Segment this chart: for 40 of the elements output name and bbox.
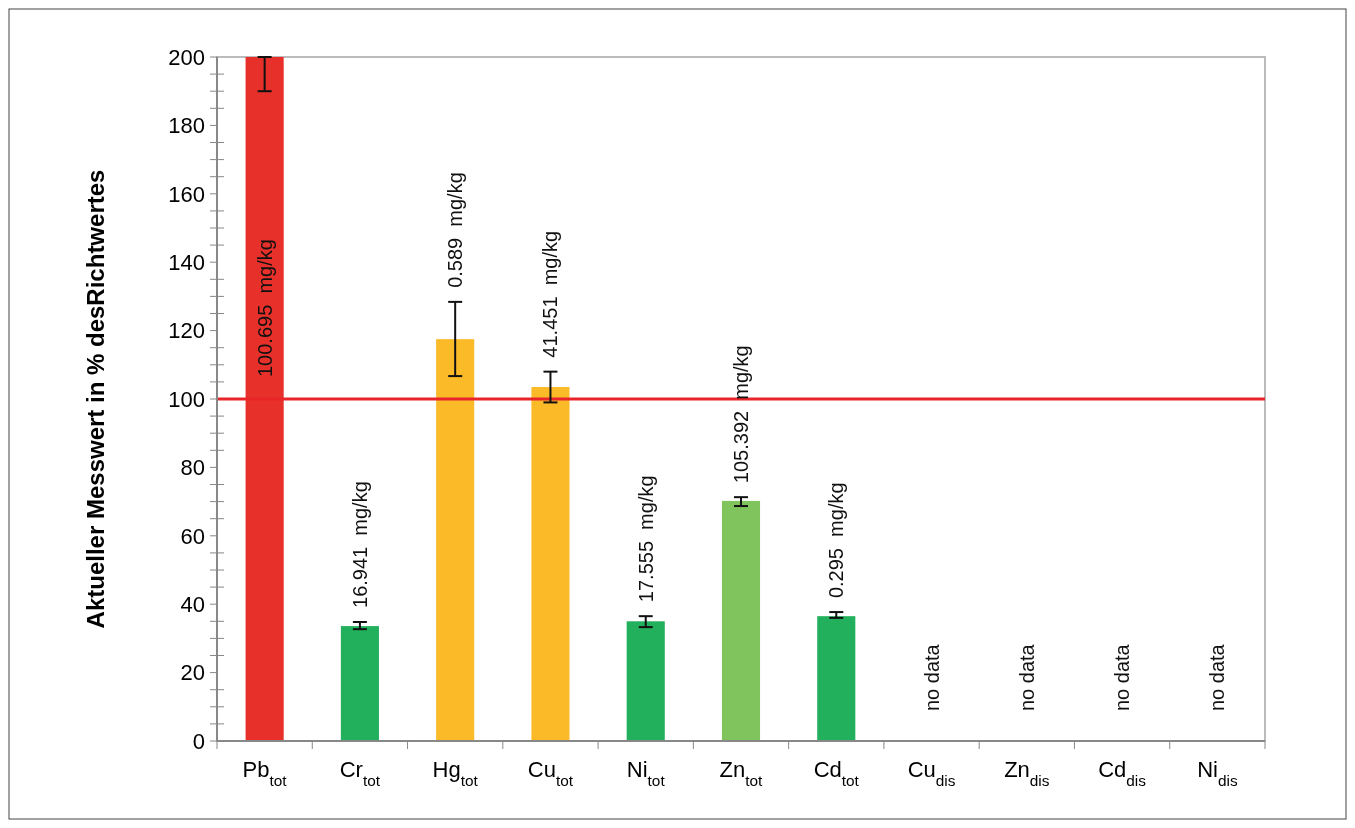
y-axis-title: Aktueller Messwert in % desRichtwertes bbox=[82, 169, 109, 629]
x-tick-label: Ni$_{dis}$ bbox=[1197, 757, 1238, 789]
annotation: 0.589 mg/kg bbox=[444, 172, 467, 288]
annotation: no data bbox=[1206, 643, 1229, 711]
y-tick-label: 40 bbox=[180, 591, 205, 617]
x-tick-label: Zn$_{dis}$ bbox=[1004, 757, 1050, 789]
y-tick-label: 120 bbox=[168, 318, 205, 344]
annotation: 41.451 mg/kg bbox=[539, 230, 562, 358]
y-tick-label: 140 bbox=[168, 249, 205, 275]
annotation: 105.392 mg/kg bbox=[730, 345, 752, 484]
bar bbox=[340, 626, 379, 741]
y-tick-label: 60 bbox=[180, 523, 205, 549]
y-tick-label: 200 bbox=[168, 44, 205, 70]
x-tick-label: Cd$_{tot}$ bbox=[813, 757, 860, 789]
bar bbox=[626, 621, 665, 741]
x-tick-label: Zn$_{tot}$ bbox=[719, 757, 764, 789]
y-tick-label: 0 bbox=[192, 728, 205, 754]
annotation: 0.295 mg/kg bbox=[825, 482, 848, 599]
x-tick-label: Pb$_{tot}$ bbox=[242, 757, 288, 789]
y-tick-label: 100 bbox=[168, 386, 205, 412]
x-tick-label: Hg$_{tot}$ bbox=[432, 757, 479, 789]
x-tick-label: Cr$_{tot}$ bbox=[339, 757, 381, 789]
x-tick-label: Cu$_{tot}$ bbox=[527, 757, 574, 789]
annotation: 100.695 mg/kg bbox=[253, 239, 276, 377]
annotation: no data bbox=[1111, 643, 1134, 711]
y-tick-label: 180 bbox=[168, 113, 205, 139]
annotation: 17.555 mg/kg bbox=[634, 475, 657, 603]
annotation: no data bbox=[1015, 643, 1038, 711]
annotation: 16.941 mg/kg bbox=[348, 481, 371, 608]
bar bbox=[531, 387, 570, 741]
x-tick-label: Ni$_{tot}$ bbox=[626, 757, 666, 789]
x-tick-label: Cd$_{dis}$ bbox=[1098, 757, 1147, 789]
bar bbox=[436, 339, 475, 741]
x-tick-label: Cu$_{dis}$ bbox=[907, 757, 956, 789]
y-tick-label: 20 bbox=[180, 660, 205, 686]
y-tick-label: 80 bbox=[180, 455, 205, 481]
bar bbox=[721, 500, 761, 741]
bar bbox=[817, 616, 856, 741]
y-tick-label: 160 bbox=[168, 181, 205, 207]
annotation: no data bbox=[920, 643, 943, 711]
